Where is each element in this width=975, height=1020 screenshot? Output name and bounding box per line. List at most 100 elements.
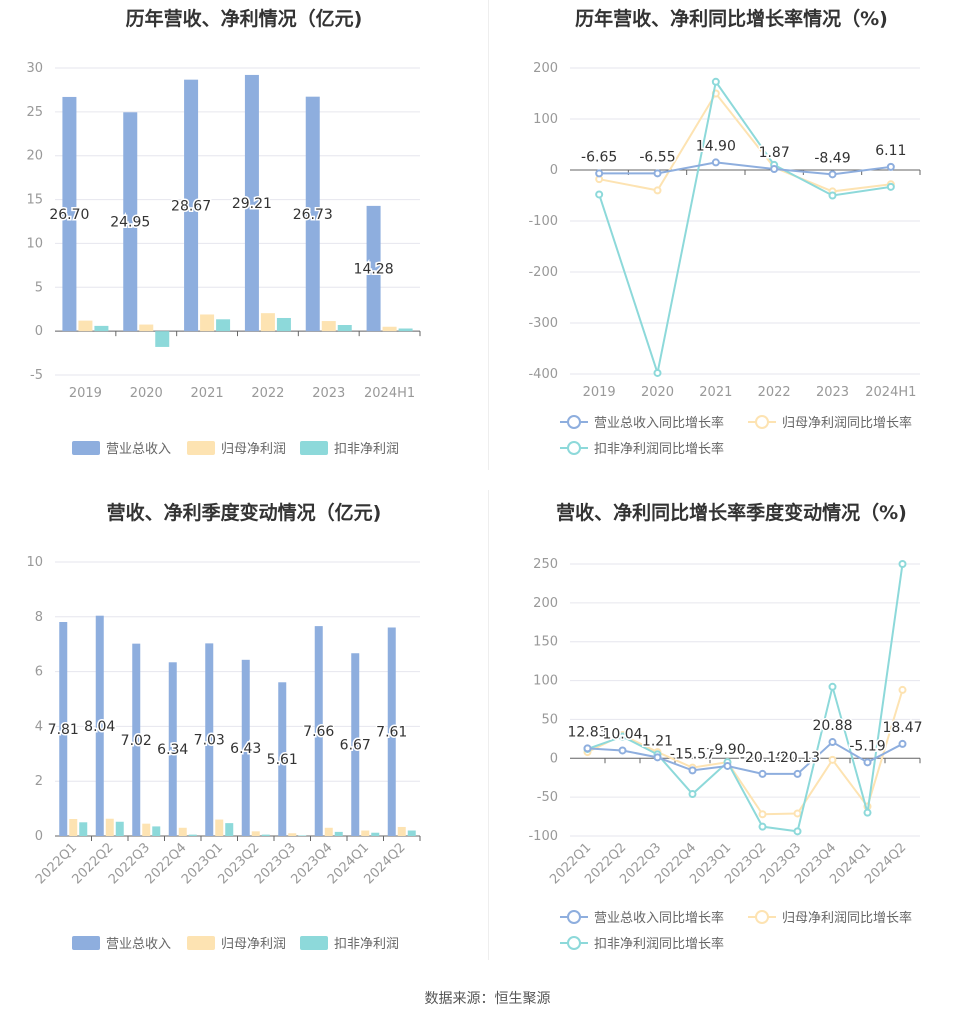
bar	[178, 827, 187, 836]
data-label: -6.65	[581, 149, 617, 165]
y-tick-label: -400	[528, 367, 558, 382]
panel-divider	[488, 0, 489, 470]
legend-swatch	[300, 936, 328, 950]
legend-label: 扣非净利润同比增长率	[594, 441, 724, 457]
bar	[251, 831, 260, 836]
series-line	[587, 563, 904, 833]
bar	[78, 320, 93, 332]
x-tick-label: 2019	[583, 385, 616, 400]
bar	[132, 643, 141, 836]
bar	[244, 74, 259, 332]
bar	[288, 833, 297, 836]
data-point	[793, 827, 802, 836]
x-tick-label: 2022	[758, 385, 791, 400]
data-point	[863, 808, 872, 817]
data-point	[688, 790, 697, 799]
annual-line-chart: -400 -300 -200 -100 0 100 200 2019 2020 2021 2022 2…	[528, 61, 921, 457]
y-tick-label: 0	[550, 163, 558, 178]
x-tick-label: 2024H1	[364, 386, 415, 401]
data-label: 6.11	[875, 143, 906, 159]
bar	[105, 818, 114, 836]
legend-label: 营业总收入	[106, 937, 171, 952]
bar	[314, 626, 323, 836]
x-tick-label: 2019	[69, 386, 102, 401]
x-tick-label: 2024H1	[865, 385, 916, 400]
data-point	[828, 170, 837, 179]
bar	[321, 321, 336, 332]
chart-title: 营收、净利季度变动情况（亿元)	[106, 502, 382, 524]
data-label: 6.34	[157, 742, 188, 758]
data-label: 8.04	[84, 719, 115, 735]
data-label: 1.21	[642, 733, 673, 749]
data-label: 7.81	[48, 722, 79, 738]
chart-title: 历年营收、净利同比增长率情况（%)	[575, 8, 888, 30]
data-point	[653, 753, 662, 762]
legend-label: 扣非净利润	[334, 442, 399, 457]
data-label: 5.61	[267, 752, 298, 768]
y-tick-label: 150	[533, 635, 558, 650]
quarterly-growth-rate-chart: 营收、净利同比增长率季度变动情况（%) -100 -50 0 50 100 150 200 2…	[488, 490, 975, 980]
y-tick-label: -5	[30, 368, 43, 383]
legend-label: 营业总收入同比增长率	[594, 415, 724, 431]
bar	[59, 622, 68, 836]
data-label: 29.21	[232, 196, 272, 212]
y-tick-label: 15	[26, 193, 43, 208]
data-point	[770, 165, 779, 174]
bar	[200, 314, 215, 332]
legend-marker	[567, 415, 581, 429]
legend-swatch	[187, 441, 215, 455]
y-tick-label: 8	[35, 610, 43, 625]
legend-label: 归母净利润	[221, 442, 286, 457]
y-tick-label: 20	[26, 149, 43, 164]
data-point	[758, 769, 767, 778]
bar	[188, 834, 197, 836]
chart-title: 营收、净利同比增长率季度变动情况（%)	[556, 502, 907, 524]
bar	[351, 653, 360, 836]
y-tick-label: 10	[26, 555, 43, 570]
data-point	[828, 755, 837, 764]
data-point	[711, 77, 720, 86]
bar	[276, 317, 291, 332]
data-point	[863, 758, 872, 767]
series-line	[598, 91, 891, 193]
data-label: -5.19	[849, 738, 885, 754]
x-tick-label: 2024Q2	[361, 840, 408, 887]
data-point	[653, 169, 662, 178]
data-label: -9.90	[709, 742, 745, 758]
x-tick-label: 2020	[641, 385, 674, 400]
data-label: 7.66	[303, 724, 334, 740]
data-point	[793, 809, 802, 818]
chart-title: 历年营收、净利情况（亿元)	[125, 8, 363, 30]
legend-swatch	[72, 936, 100, 950]
bar	[398, 328, 413, 332]
bar	[278, 682, 287, 836]
bar	[115, 821, 124, 836]
data-label: 6.43	[230, 741, 261, 757]
data-label: 14.90	[696, 138, 736, 154]
bar	[260, 313, 275, 332]
bar	[324, 827, 333, 836]
legend-swatch	[187, 936, 215, 950]
y-tick-label: 100	[533, 112, 558, 127]
bar	[334, 831, 343, 836]
bar	[261, 834, 270, 836]
y-tick-label: 4	[35, 719, 43, 734]
quarterly-revenue-profit-chart: 营收、净利季度变动情况（亿元) 0 2 4 6 8 10 2022Q1 2022Q2 2022Q…	[0, 490, 488, 980]
data-label: 12.83	[567, 724, 607, 740]
data-label: 26.73	[293, 207, 333, 223]
bar	[371, 832, 380, 836]
legend-label: 营业总收入	[106, 442, 171, 457]
y-tick-label: 200	[533, 61, 558, 76]
x-tick-label: 2023	[816, 385, 849, 400]
data-label: 7.02	[121, 733, 152, 749]
data-point	[711, 158, 720, 167]
y-tick-label: 0	[550, 751, 558, 766]
legend-label: 营业总收入同比增长率	[594, 910, 724, 926]
data-point	[828, 682, 837, 691]
series-line	[598, 79, 891, 377]
data-label: 10.04	[602, 726, 642, 742]
bar	[382, 326, 397, 332]
bar	[62, 96, 77, 332]
y-tick-label: 25	[26, 105, 43, 120]
x-tick-label: 2021	[699, 385, 732, 400]
